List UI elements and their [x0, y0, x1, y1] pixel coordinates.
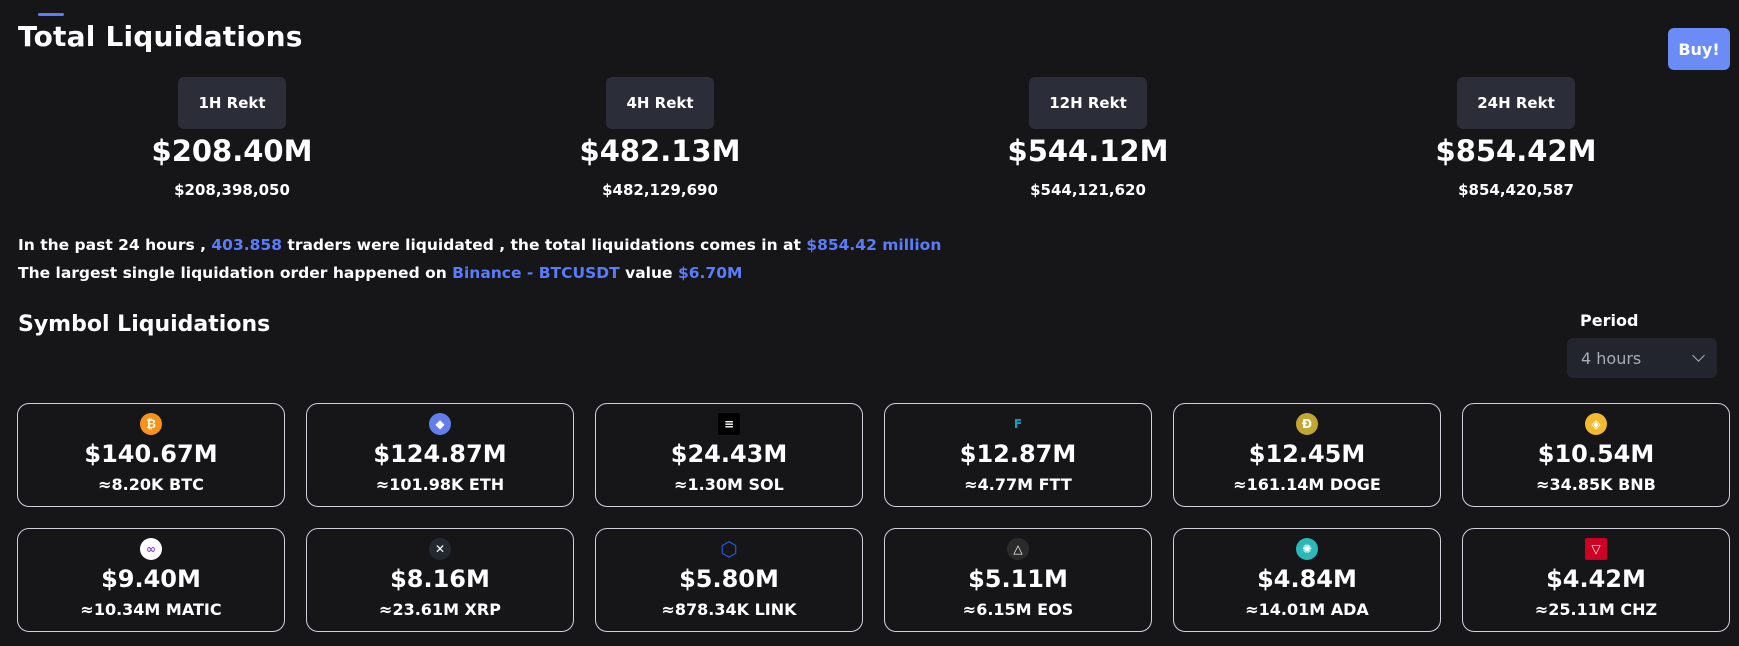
liquidation-summary: In the past 24 hours , 403.858 traders w…: [18, 231, 941, 287]
stat-badge: 12H Rekt: [1029, 77, 1147, 129]
symbol-card[interactable]: ⬡ $5.80M ≈878.34K LINK: [595, 528, 863, 632]
symbol-quantity: ≈10.34M MATIC: [80, 600, 222, 619]
symbol-card[interactable]: ▽ $4.42M ≈25.11M CHZ: [1462, 528, 1730, 632]
symbol-amount: $124.87M: [373, 440, 507, 468]
symbol-card[interactable]: ✕ $8.16M ≈23.61M XRP: [306, 528, 574, 632]
symbol-card[interactable]: ₿ $140.67M ≈8.20K BTC: [17, 403, 285, 507]
exchange-pair-link[interactable]: Binance - BTCUSDT: [452, 264, 620, 282]
eos-icon: △: [1007, 538, 1029, 560]
solana-icon: ≡: [718, 413, 740, 435]
stat-24h: 24H Rekt $854.42M $854,420,587: [1302, 77, 1730, 202]
symbol-card[interactable]: F $12.87M ≈4.77M FTT: [884, 403, 1152, 507]
symbol-amount: $8.16M: [390, 565, 490, 593]
symbol-quantity: ≈1.30M SOL: [674, 475, 784, 494]
total-amount: $854.42 million: [806, 236, 942, 254]
stat-badge: 24H Rekt: [1457, 77, 1575, 129]
stat-exact-value: $482,129,690: [602, 181, 718, 199]
chevron-down-icon: [1692, 349, 1705, 362]
period-select[interactable]: 4 hours: [1567, 338, 1717, 378]
symbol-quantity: ≈8.20K BTC: [98, 475, 204, 494]
bitcoin-icon: ₿: [140, 413, 162, 435]
summary-text: The largest single liquidation order hap…: [18, 264, 447, 282]
symbol-card[interactable]: ≡ $24.43M ≈1.30M SOL: [595, 403, 863, 507]
symbol-quantity: ≈4.77M FTT: [964, 475, 1072, 494]
stat-value: $854.42M: [1435, 134, 1597, 168]
stat-value: $482.13M: [579, 134, 741, 168]
chiliz-icon: ▽: [1585, 538, 1607, 560]
symbol-amount: $24.43M: [670, 440, 788, 468]
stat-badge: 1H Rekt: [178, 77, 286, 129]
symbol-card[interactable]: ◆ $124.87M ≈101.98K ETH: [306, 403, 574, 507]
symbol-amount: $12.45M: [1248, 440, 1366, 468]
summary-text: In the past 24 hours ,: [18, 236, 206, 254]
dogecoin-icon: Ð: [1296, 413, 1318, 435]
period-value: 4 hours: [1581, 348, 1642, 368]
symbol-amount: $5.11M: [968, 565, 1068, 593]
bnb-icon: ◈: [1585, 413, 1607, 435]
largest-value: $6.70M: [677, 264, 743, 282]
symbol-quantity: ≈25.11M CHZ: [1534, 600, 1658, 619]
xrp-icon: ✕: [429, 538, 451, 560]
symbol-quantity: ≈6.15M EOS: [962, 600, 1074, 619]
summary-text: traders were liquidated , the total liqu…: [287, 236, 801, 254]
stat-exact-value: $854,420,587: [1458, 181, 1574, 199]
symbol-quantity: ≈34.85K BNB: [1536, 475, 1656, 494]
stat-badge: 4H Rekt: [606, 77, 714, 129]
symbol-card[interactable]: Ð $12.45M ≈161.14M DOGE: [1173, 403, 1441, 507]
symbol-card[interactable]: ✺ $4.84M ≈14.01M ADA: [1173, 528, 1441, 632]
total-liquidation-stats: 1H Rekt $208.40M $208,398,050 4H Rekt $4…: [18, 77, 1730, 202]
summary-line-2: The largest single liquidation order hap…: [18, 259, 941, 287]
ethereum-icon: ◆: [429, 413, 451, 435]
symbol-amount: $12.87M: [959, 440, 1077, 468]
symbol-amount: $10.54M: [1537, 440, 1655, 468]
stat-exact-value: $544,121,620: [1030, 181, 1146, 199]
chainlink-icon: ⬡: [720, 537, 738, 561]
stat-value: $544.12M: [1007, 134, 1169, 168]
tab-indicator: [38, 13, 64, 16]
symbol-amount: $9.40M: [101, 565, 201, 593]
buy-button[interactable]: Buy!: [1668, 28, 1730, 70]
symbol-quantity: ≈14.01M ADA: [1245, 600, 1369, 619]
section-title: Symbol Liquidations: [18, 312, 271, 337]
stat-4h: 4H Rekt $482.13M $482,129,690: [446, 77, 874, 202]
stat-12h: 12H Rekt $544.12M $544,121,620: [874, 77, 1302, 202]
symbol-card[interactable]: ∞ $9.40M ≈10.34M MATIC: [17, 528, 285, 632]
symbol-grid: ₿ $140.67M ≈8.20K BTC ◆ $124.87M ≈101.98K ETH…: [17, 403, 1731, 632]
ftx-icon: F: [1013, 417, 1023, 431]
symbol-amount: $4.42M: [1546, 565, 1646, 593]
symbol-card[interactable]: △ $5.11M ≈6.15M EOS: [884, 528, 1152, 632]
period-label: Period: [1580, 311, 1639, 330]
symbol-quantity: ≈23.61M XRP: [379, 600, 501, 619]
symbol-quantity: ≈878.34K LINK: [661, 600, 797, 619]
stat-1h: 1H Rekt $208.40M $208,398,050: [18, 77, 446, 202]
polygon-icon: ∞: [140, 538, 162, 560]
stat-exact-value: $208,398,050: [174, 181, 290, 199]
symbol-quantity: ≈161.14M DOGE: [1233, 475, 1381, 494]
stat-value: $208.40M: [151, 134, 313, 168]
summary-line-1: In the past 24 hours , 403.858 traders w…: [18, 231, 941, 259]
symbol-amount: $140.67M: [84, 440, 218, 468]
cardano-icon: ✺: [1296, 538, 1318, 560]
summary-text: value: [625, 264, 673, 282]
traders-count: 403.858: [211, 236, 282, 254]
symbol-card[interactable]: ◈ $10.54M ≈34.85K BNB: [1462, 403, 1730, 507]
symbol-amount: $5.80M: [679, 565, 779, 593]
symbol-amount: $4.84M: [1257, 565, 1357, 593]
symbol-quantity: ≈101.98K ETH: [375, 475, 505, 494]
page-title: Total Liquidations: [18, 20, 303, 53]
